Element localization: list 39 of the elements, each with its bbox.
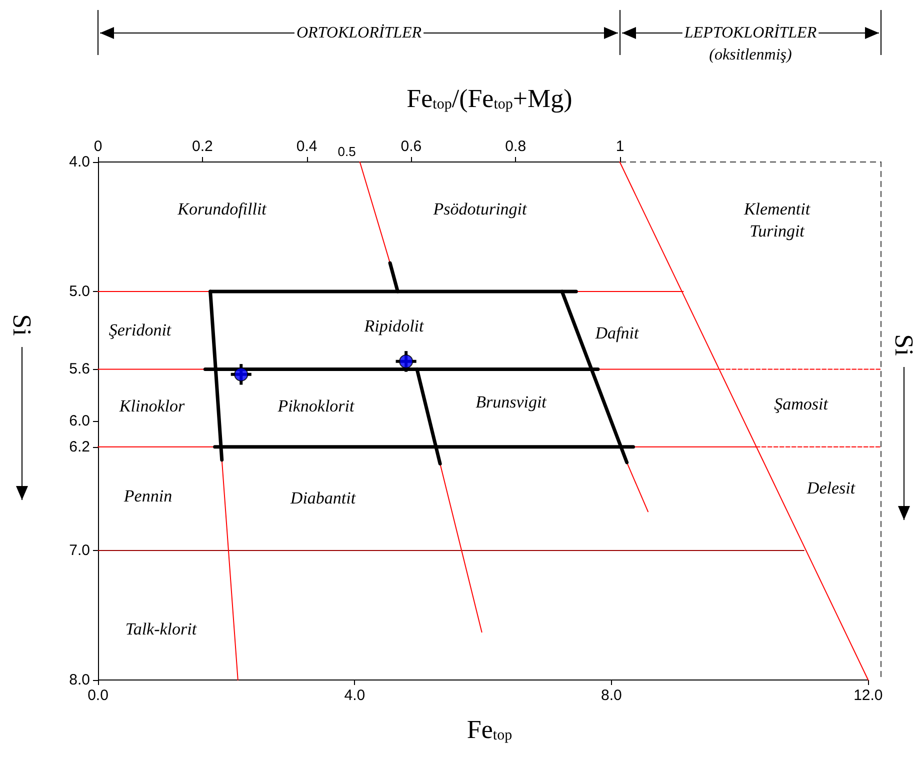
x2-tick-label: 0.2 <box>192 138 213 155</box>
x-tick-label: 4.0 <box>344 687 366 704</box>
annotation: Piknoklorit <box>276 396 356 416</box>
text: LEPTOKLORİTLER <box>683 24 817 42</box>
y-tick-label: 4.0 <box>69 154 90 170</box>
annotation: Ripidolit <box>363 316 426 336</box>
y-tick-label: 5.0 <box>69 283 90 300</box>
annotation: Brunsvigit <box>476 392 548 412</box>
annotation: Psödoturingit <box>432 200 528 218</box>
x2-tick-label: 0.4 <box>296 138 318 155</box>
x2-tick-label: 0.6 <box>400 138 422 155</box>
x-tick-label: 0.0 <box>88 687 108 704</box>
x2-tick-label: 0.8 <box>505 138 526 155</box>
annotation: Klinoklor <box>118 396 185 416</box>
y-tick-label: 6.2 <box>69 438 90 456</box>
annotation: Dafnit <box>594 324 640 342</box>
x-axis-title: Fetop <box>466 715 512 744</box>
text: ORTOKLORİTLER <box>296 24 422 42</box>
x-tick-label: 12.0 <box>854 687 883 704</box>
y-tick-label: 5.6 <box>69 360 90 378</box>
text: Si <box>890 334 918 356</box>
y-tick-label: 8.0 <box>69 672 90 688</box>
annotation: Şeridonit <box>108 320 172 340</box>
annotation: Talk-klorit <box>125 620 198 638</box>
x-tick-label: 8.0 <box>601 687 622 704</box>
annotation: Delesit <box>806 478 856 498</box>
annotation: Korundofillit <box>176 200 268 218</box>
annotation: Pennin <box>122 486 172 506</box>
x2-tick-label: 0 <box>94 138 102 155</box>
y-axis-title: Si <box>8 314 36 336</box>
y-tick-label: 7.0 <box>69 542 90 559</box>
x2-tick-label: 1 <box>616 138 624 155</box>
y-tick-label: 6.0 <box>69 412 90 430</box>
text: (oksitlenmiş) <box>709 46 792 64</box>
annotation: Klementit Turingit <box>742 200 812 240</box>
annotation: Diabantit <box>289 488 357 508</box>
x2-axis-title: Fetop/(Fetop+Mg) <box>406 84 572 113</box>
annotation: Şamosit <box>774 394 830 414</box>
annotation: 0.5 <box>338 144 356 159</box>
